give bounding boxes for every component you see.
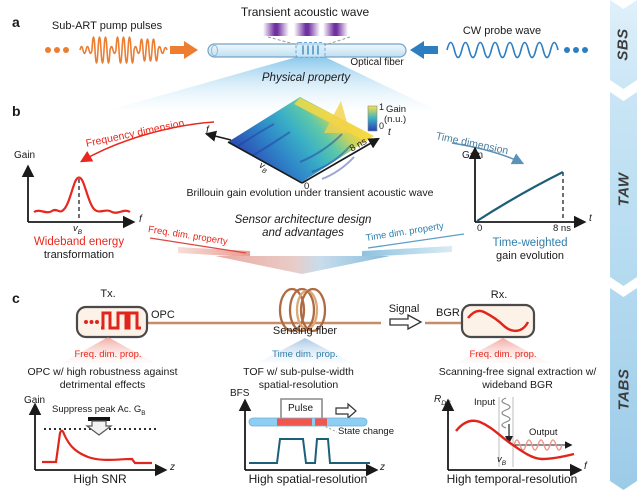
banner-tabs: TABS	[610, 288, 637, 490]
temporal-caption: High temporal-resolution	[446, 472, 578, 486]
callout-triangles	[62, 337, 549, 363]
wideband-gain-graph	[21, 164, 136, 229]
rx-label: Rx.	[490, 289, 508, 301]
panel-c-label: c	[12, 290, 20, 306]
pump-wave	[79, 36, 168, 64]
surface-caption: Brillouin gain evolution under transient…	[186, 187, 434, 199]
left-graph-caption-accent: Wideband energy	[33, 236, 125, 248]
acoustic-wave-bar	[294, 23, 320, 36]
physical-property-label: Physical property	[261, 72, 351, 84]
surface-f-axis-label: f	[206, 125, 209, 136]
probe-label: CW probe wave	[462, 25, 542, 37]
snr-xlabel: z	[170, 462, 175, 473]
tx-box	[75, 305, 149, 339]
banner-tabs-label: TABS	[615, 368, 633, 410]
banner-taw-label: TAW	[615, 172, 632, 206]
spatial-graph	[238, 398, 379, 477]
banner-sbs-label: SBS	[615, 28, 632, 61]
surface-t-axis-label: t	[388, 127, 391, 138]
physical-property-funnel	[110, 57, 436, 110]
tx-label: Tx.	[100, 288, 116, 300]
acoustic-wave-bar	[323, 23, 348, 36]
banner-sbs: SBS	[610, 0, 637, 89]
panel-b-label: b	[12, 103, 21, 119]
right-graph-ylabel: Gain	[462, 150, 484, 161]
snr-caption: High SNR	[73, 472, 127, 486]
acoustic-wave-bar	[263, 23, 289, 36]
snr-annotation: Suppress peak Ac. GB	[52, 404, 146, 417]
colorbar	[367, 105, 378, 132]
probe-dots	[564, 47, 588, 53]
pulse-label: Pulse	[288, 403, 314, 414]
colorbar-max: 1	[379, 102, 385, 112]
spatial-caption: High spatial-resolution	[248, 472, 368, 486]
pump-dots	[45, 47, 69, 53]
sensing-fiber-label: Sensing fiber	[272, 325, 338, 337]
pump-label: Sub-ART pump pulses	[51, 20, 163, 32]
desc-scanfree-line2: wideband BGR	[482, 379, 553, 391]
colorbar-unit: (n.u.)	[384, 114, 407, 125]
left-graph-ylabel: Gain	[14, 150, 36, 161]
left-graph-xlabel: f	[139, 214, 142, 225]
surface-origin: 0	[304, 181, 310, 192]
transient-wave-title: Transient acoustic wave	[240, 5, 370, 19]
right-graph-caption-rest: gain evolution	[496, 250, 564, 262]
rx-box	[460, 303, 536, 339]
banner-taw: TAW	[610, 92, 637, 286]
temporal-graph	[441, 397, 583, 477]
temporal-vb-tick: vB	[497, 454, 507, 467]
temporal-xlabel: f	[584, 461, 587, 472]
output-label: Output	[529, 427, 558, 438]
acoustic-wave-leaders	[267, 36, 351, 46]
signal-arrow-icon	[389, 313, 423, 331]
sensing-fiber-coil	[278, 287, 327, 333]
probe-wave	[446, 41, 559, 59]
right-graph-origin: 0	[477, 223, 483, 234]
callout-tag-time: Time dim. prop.	[272, 349, 338, 360]
temporal-ylabel: RDS	[434, 394, 451, 407]
right-graph-tick: 8 ns	[553, 223, 571, 234]
desc-opc-line2: detrimental effects	[59, 379, 146, 391]
frequency-dimension-arrow	[79, 121, 215, 163]
colorbar-label: Gain	[386, 104, 407, 115]
left-graph-caption-rest: transformation	[43, 249, 115, 261]
probe-arrow-icon	[410, 41, 438, 59]
input-label: Input	[474, 397, 496, 408]
callout-tag-freq-1: Freq. dim. prop.	[74, 349, 142, 360]
desc-opc-line1: OPC w/ high robustness against	[27, 366, 178, 378]
spatial-xlabel: z	[380, 462, 385, 473]
design-title-line1: Sensor architecture design	[234, 214, 372, 226]
right-graph-xlabel: t	[589, 213, 592, 224]
state-change-label: State change	[338, 426, 394, 437]
desc-scanfree-line1: Scanning-free signal extraction w/	[438, 366, 597, 378]
spatial-ylabel: BFS	[230, 388, 250, 399]
design-title-line2: and advantages	[262, 227, 344, 239]
left-graph-vb-tick: vB	[73, 223, 83, 236]
fiber-grating-zone	[295, 42, 326, 58]
bgr-label: BGR	[436, 307, 460, 319]
brillouin-surface-plot	[204, 97, 380, 184]
desc-tof-line1: TOF w/ sub-pulse-width	[243, 366, 354, 378]
callout-tag-freq-2: Freq. dim. prop.	[469, 349, 537, 360]
colorbar-min: 0	[379, 121, 385, 131]
opc-label: OPC	[151, 309, 175, 321]
design-funnel-arrow	[149, 233, 465, 274]
pump-arrow-icon	[170, 41, 198, 59]
snr-ylabel: Gain	[24, 395, 46, 406]
panel-a-label: a	[12, 14, 20, 30]
signal-label: Signal	[388, 303, 420, 315]
snr-graph	[28, 402, 168, 477]
time-weighted-gain-graph	[468, 146, 587, 229]
time-dimension-arrow	[451, 142, 525, 165]
desc-tof-line2: spatial-resolution	[258, 379, 339, 391]
right-graph-caption-accent: Time-weighted	[492, 237, 568, 249]
optical-fiber-label: Optical fiber	[350, 57, 404, 68]
